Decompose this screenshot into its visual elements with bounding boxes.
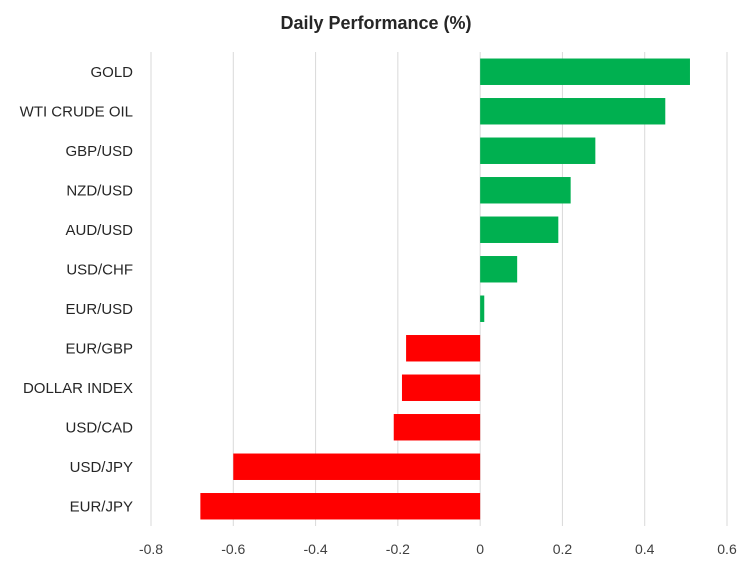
x-tick-label: 0.4	[635, 541, 655, 557]
category-label: EUR/JPY	[70, 498, 133, 515]
category-label: USD/CAD	[65, 419, 133, 436]
gridlines	[150, 52, 728, 526]
bar-eur-gbp	[406, 335, 481, 362]
x-axis-tick-labels: -0.8 -0.6 -0.4 -0.2 0 0.2 0.4 0.6	[139, 541, 737, 557]
bar-wti-crude-oil	[480, 98, 666, 125]
x-tick-label: 0.6	[717, 541, 737, 557]
x-tick-label: -0.8	[139, 541, 163, 557]
category-label: EUR/USD	[65, 301, 133, 318]
bar-usd-cad	[393, 414, 481, 441]
bar-usd-jpy	[233, 453, 481, 480]
x-tick-label: -0.4	[304, 541, 328, 557]
bar-nzd-usd	[480, 177, 571, 204]
category-labels: GOLD WTI CRUDE OIL GBP/USD NZD/USD AUD/USD US…	[20, 64, 134, 516]
category-label: GOLD	[90, 64, 133, 81]
category-label: AUD/USD	[65, 222, 133, 239]
category-label: WTI CRUDE OIL	[20, 103, 133, 120]
bar-eur-usd	[480, 295, 485, 322]
category-label: DOLLAR INDEX	[23, 380, 133, 397]
chart-title: Daily Performance (%)	[280, 13, 471, 33]
category-label: USD/CHF	[66, 261, 133, 278]
bar-aud-usd	[480, 216, 559, 243]
bar-dollar-index	[401, 374, 481, 401]
category-label: GBP/USD	[65, 143, 133, 160]
bar-gbp-usd	[480, 137, 596, 164]
bars	[200, 58, 690, 520]
x-tick-label: -0.2	[386, 541, 410, 557]
category-label: EUR/GBP	[65, 340, 133, 357]
bar-usd-chf	[480, 256, 518, 283]
category-label: NZD/USD	[66, 182, 133, 199]
bar-eur-jpy	[200, 493, 481, 520]
category-label: USD/JPY	[70, 459, 133, 476]
bar-gold	[480, 58, 690, 85]
x-tick-label: -0.6	[221, 541, 245, 557]
x-tick-label: 0.2	[553, 541, 573, 557]
x-tick-label: 0	[476, 541, 484, 557]
